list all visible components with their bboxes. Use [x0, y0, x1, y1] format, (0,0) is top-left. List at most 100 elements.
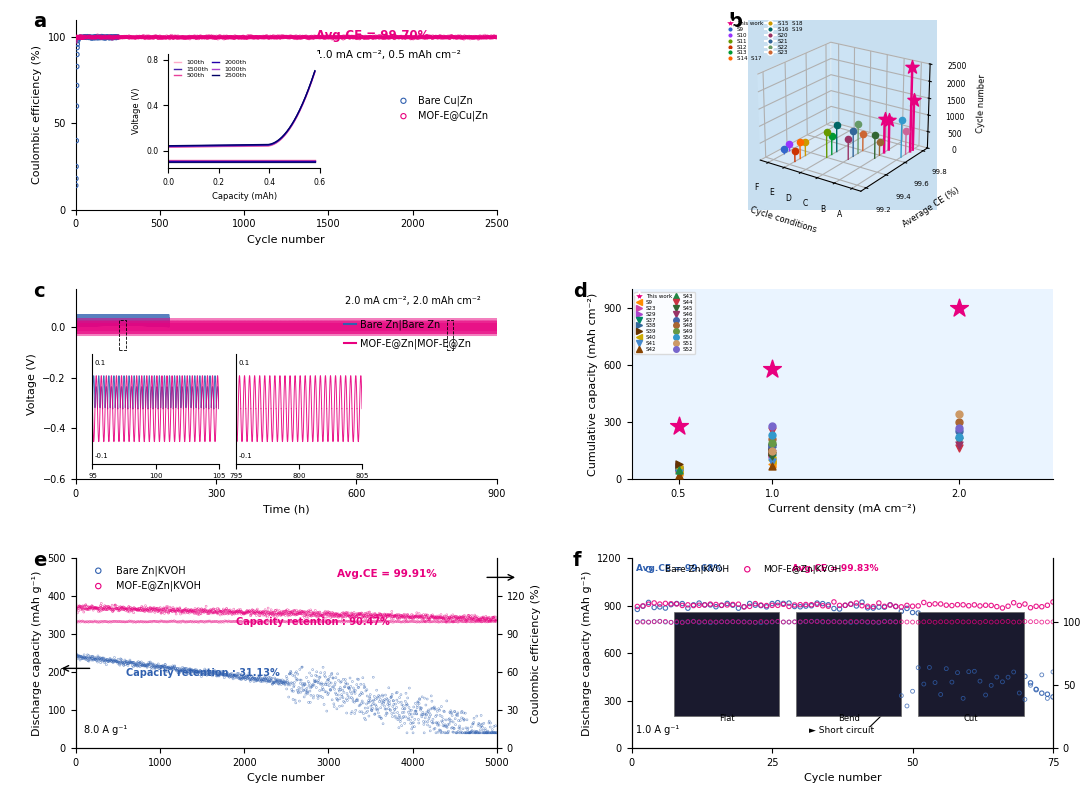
Point: [424, 610, 442, 623]
Point: [486, 614, 503, 627]
Point: [106, 30, 123, 43]
Point: [251, 30, 268, 43]
Point: [932, 598, 949, 610]
Point: [117, 31, 134, 44]
Point: [725, 615, 742, 628]
Point: [437, 615, 455, 628]
Point: [183, 31, 200, 44]
Point: [482, 717, 499, 730]
Point: [108, 30, 125, 43]
Point: [215, 670, 232, 682]
Point: [220, 607, 238, 620]
Point: [764, 454, 781, 466]
Point: [410, 30, 428, 43]
Point: [134, 30, 151, 43]
Point: [487, 615, 504, 628]
Point: [378, 31, 395, 44]
Point: [335, 615, 352, 628]
Point: [335, 609, 352, 622]
Point: [204, 31, 221, 44]
Point: [293, 615, 310, 628]
Point: [86, 652, 104, 665]
Point: [69, 30, 86, 43]
Point: [261, 606, 279, 618]
Point: [208, 606, 226, 619]
Point: [235, 31, 253, 44]
Point: [206, 30, 224, 43]
Point: [1022, 679, 1039, 692]
Point: [108, 615, 125, 628]
Point: [175, 30, 192, 43]
Point: [379, 609, 396, 622]
Point: [194, 668, 212, 681]
Point: [120, 600, 137, 613]
Point: [949, 615, 967, 628]
Point: [200, 607, 217, 620]
Point: [214, 667, 231, 680]
Point: [211, 616, 228, 629]
Point: [444, 30, 461, 43]
Point: [279, 30, 296, 43]
Point: [339, 678, 356, 690]
Point: [432, 32, 449, 45]
Point: [456, 30, 473, 42]
Point: [261, 30, 279, 43]
Point: [138, 30, 156, 43]
Point: [271, 30, 288, 42]
Point: [669, 598, 686, 610]
Point: [104, 605, 121, 618]
Point: [111, 31, 129, 44]
Point: [311, 609, 328, 622]
Point: [362, 609, 379, 622]
Point: [349, 30, 366, 42]
Point: [102, 601, 119, 614]
Point: [79, 603, 96, 616]
Point: [193, 606, 211, 618]
Point: [296, 30, 313, 43]
Point: [372, 615, 389, 628]
Point: [485, 726, 502, 739]
Point: [228, 615, 245, 628]
Point: [156, 30, 173, 43]
Point: [180, 663, 198, 676]
Point: [253, 31, 270, 44]
Point: [162, 30, 179, 43]
Point: [114, 30, 132, 43]
Point: [476, 30, 494, 43]
Point: [100, 31, 118, 44]
Point: [113, 601, 131, 614]
Point: [67, 160, 84, 173]
Point: [764, 615, 781, 628]
Point: [332, 608, 349, 621]
Point: [362, 30, 379, 43]
Point: [200, 31, 217, 44]
Point: [465, 32, 483, 45]
Point: [82, 615, 99, 628]
Point: [136, 659, 153, 672]
Point: [314, 607, 332, 620]
Point: [418, 610, 435, 622]
Point: [354, 30, 372, 43]
Point: [126, 602, 144, 615]
Point: [245, 31, 262, 44]
Point: [239, 31, 256, 44]
Point: [797, 615, 814, 628]
Point: [460, 30, 477, 43]
Point: [201, 30, 218, 43]
Point: [383, 30, 401, 43]
Point: [247, 673, 265, 686]
Point: [222, 606, 240, 618]
Point: [421, 611, 438, 624]
Point: [82, 30, 99, 43]
Point: [194, 30, 212, 43]
Point: [469, 610, 486, 623]
Point: [366, 31, 383, 44]
Point: [477, 726, 495, 739]
Point: [411, 611, 429, 624]
Point: [240, 606, 257, 618]
Point: [144, 30, 161, 43]
Point: [395, 611, 413, 624]
Point: [274, 676, 292, 689]
Point: [417, 609, 434, 622]
Point: [468, 30, 485, 43]
